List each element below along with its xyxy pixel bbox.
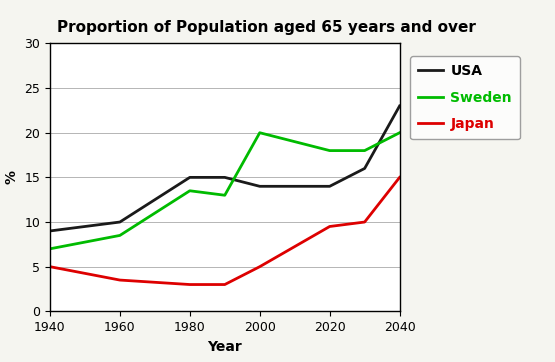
Text: Proportion of Population aged 65 years and over: Proportion of Population aged 65 years a… xyxy=(57,20,476,35)
Y-axis label: %: % xyxy=(5,171,19,184)
X-axis label: Year: Year xyxy=(208,340,242,354)
Legend: USA, Sweden, Japan: USA, Sweden, Japan xyxy=(410,56,520,139)
